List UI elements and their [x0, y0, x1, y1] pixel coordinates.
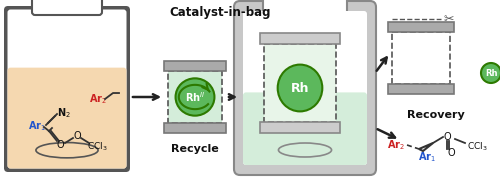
- Text: Ar$_1$: Ar$_1$: [28, 119, 46, 133]
- Bar: [392, 32, 450, 84]
- Text: O: O: [447, 148, 455, 158]
- Text: Recycle: Recycle: [171, 144, 219, 154]
- Text: O: O: [73, 131, 81, 141]
- Text: O: O: [56, 140, 64, 150]
- Text: Ar$_2$: Ar$_2$: [89, 92, 107, 106]
- Text: O: O: [443, 132, 451, 142]
- Text: N$_2$: N$_2$: [57, 106, 71, 120]
- Text: CCl$_3$: CCl$_3$: [86, 141, 108, 153]
- FancyBboxPatch shape: [8, 68, 126, 168]
- FancyBboxPatch shape: [243, 92, 367, 165]
- Text: Catalyst-in-bag: Catalyst-in-bag: [169, 6, 271, 18]
- Text: Recovery: Recovery: [407, 110, 465, 120]
- FancyBboxPatch shape: [8, 9, 126, 168]
- Text: Ar$_1$: Ar$_1$: [418, 150, 436, 164]
- FancyBboxPatch shape: [234, 1, 376, 175]
- Text: ✂: ✂: [444, 13, 454, 25]
- Text: Rh$^{II}$: Rh$^{II}$: [185, 90, 205, 104]
- FancyBboxPatch shape: [4, 6, 130, 172]
- Ellipse shape: [176, 78, 214, 116]
- Text: Rh: Rh: [291, 81, 309, 95]
- Bar: [164, 61, 226, 71]
- Bar: [388, 22, 454, 32]
- FancyBboxPatch shape: [243, 11, 367, 165]
- Text: Rh: Rh: [485, 69, 497, 78]
- Ellipse shape: [278, 65, 322, 111]
- FancyBboxPatch shape: [32, 0, 102, 15]
- Text: Ar$_2$: Ar$_2$: [387, 138, 405, 152]
- Ellipse shape: [481, 63, 500, 83]
- Bar: [388, 84, 454, 94]
- FancyBboxPatch shape: [263, 0, 347, 14]
- Bar: [260, 33, 340, 44]
- Bar: [168, 71, 222, 123]
- Bar: [264, 44, 336, 122]
- Text: CCl$_3$: CCl$_3$: [466, 141, 487, 153]
- Bar: [164, 123, 226, 133]
- Bar: [260, 122, 340, 133]
